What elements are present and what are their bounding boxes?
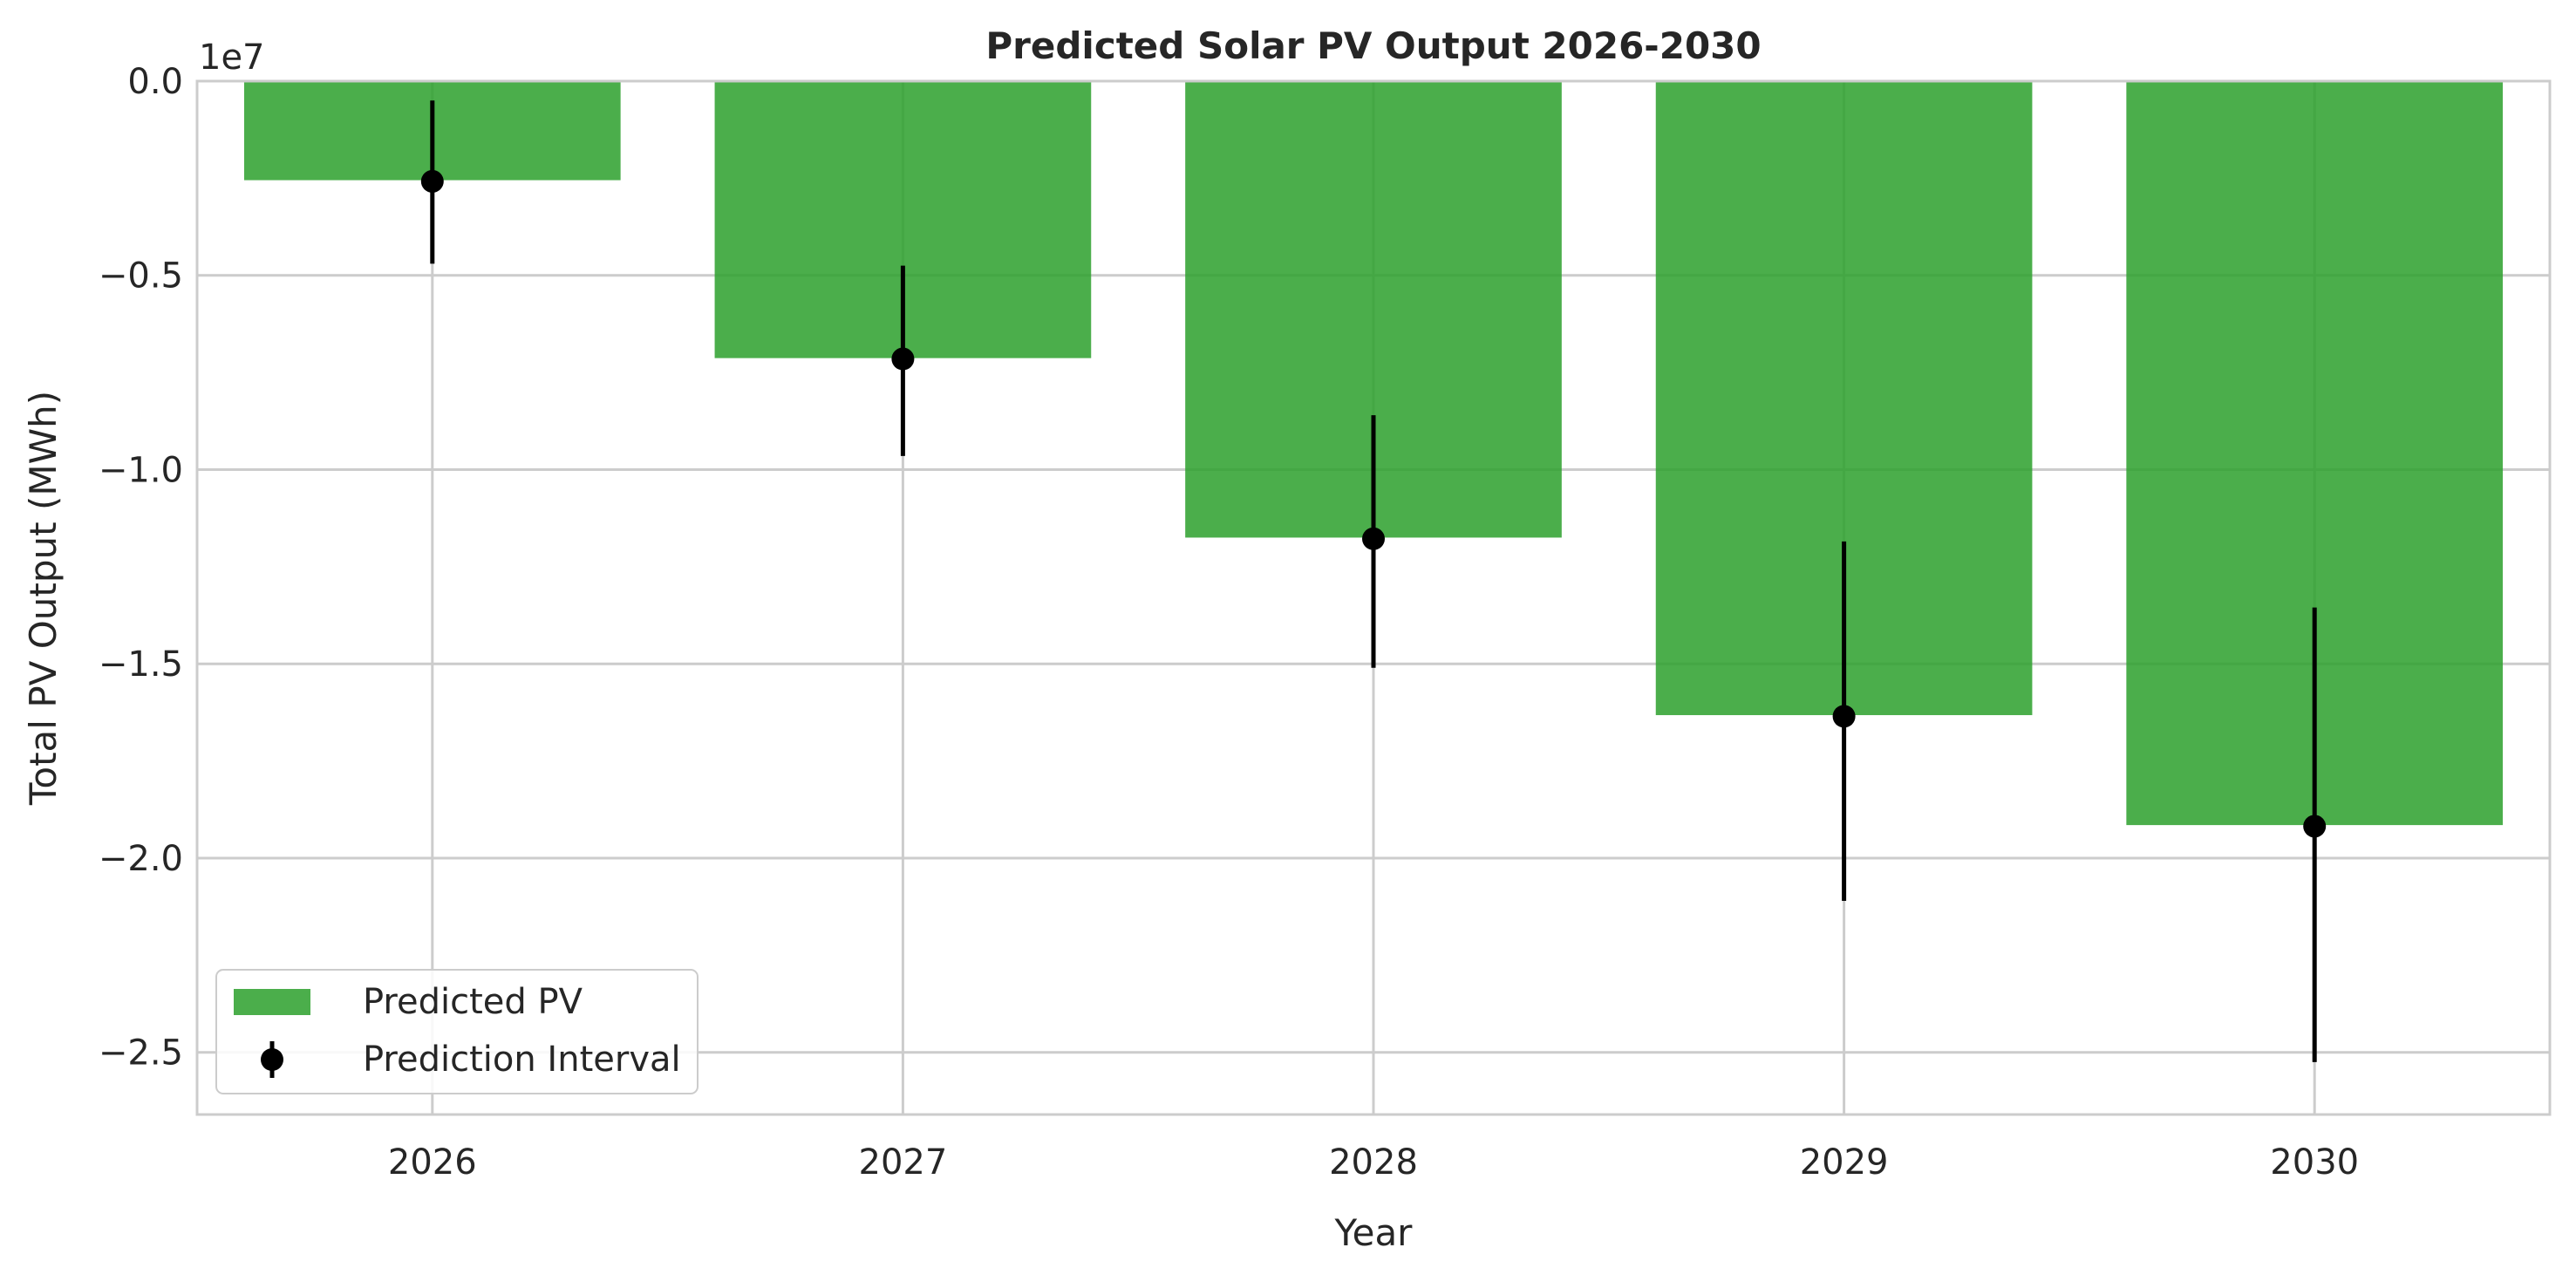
y-axis-label: Total PV Output (MWh) xyxy=(22,391,65,806)
y-ticks: 0.0 −0.5 −1.0 −1.5 −2.0 −2.5 xyxy=(99,62,183,1074)
y-tick-label: −1.0 xyxy=(99,450,183,490)
plot-frame xyxy=(195,79,2552,1116)
point-2028 xyxy=(1362,527,1385,550)
point-2026 xyxy=(420,169,444,193)
legend-swatch-predicted-pv xyxy=(234,989,310,1015)
y-tick-label: −2.5 xyxy=(99,1033,183,1074)
y-tick-label: −1.5 xyxy=(99,644,183,685)
chart-title: Predicted Solar PV Output 2026-2030 xyxy=(985,24,1761,67)
legend-box xyxy=(215,969,699,1094)
legend-label-predicted-pv: Predicted PV xyxy=(363,982,583,1022)
x-tick-label: 2028 xyxy=(1329,1142,1418,1183)
x-tick-label: 2030 xyxy=(2270,1142,2359,1183)
x-tick-label: 2026 xyxy=(388,1142,477,1183)
x-tick-label: 2027 xyxy=(859,1142,948,1183)
y-tick-label: −0.5 xyxy=(99,256,183,297)
y-offset-label: 1e7 xyxy=(199,37,265,78)
y-tick-label: 0.0 xyxy=(127,62,183,102)
legend-label-prediction-interval: Prediction Interval xyxy=(363,1040,681,1080)
x-tick-label: 2029 xyxy=(1800,1142,1889,1183)
legend: Predicted PV Prediction Interval xyxy=(215,969,699,1094)
point-2029 xyxy=(1832,705,1856,728)
y-tick-label: −2.0 xyxy=(99,839,183,879)
x-ticks: 2026 2027 2028 2029 2030 xyxy=(388,1142,2359,1183)
point-2030 xyxy=(2303,815,2327,838)
error-bars xyxy=(420,100,2327,1062)
point-2027 xyxy=(891,347,915,371)
x-axis-label: Year xyxy=(1334,1211,1414,1254)
legend-swatch-prediction-interval-dot xyxy=(261,1048,283,1071)
